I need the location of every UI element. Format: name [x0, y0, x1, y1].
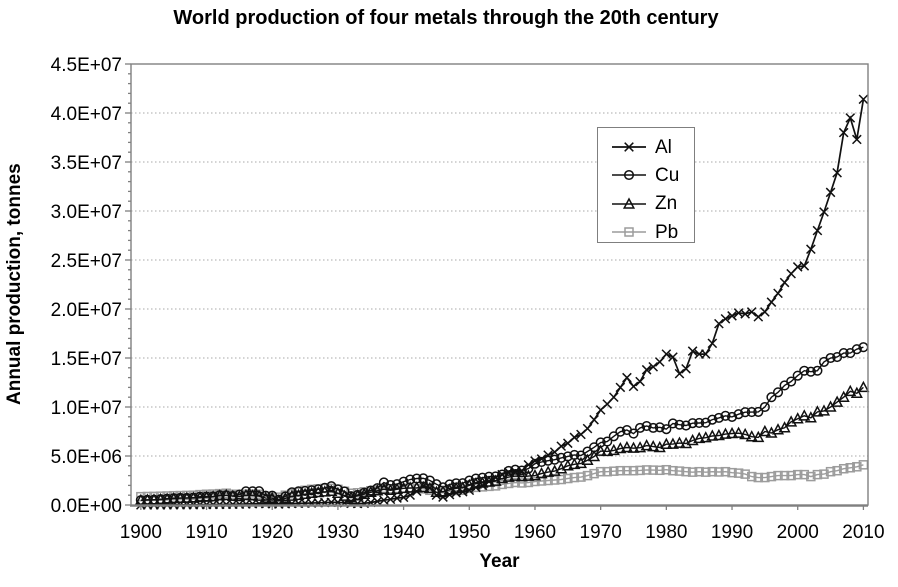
legend-item-zn: Zn: [598, 190, 694, 218]
legend-label: Pb: [655, 221, 679, 243]
legend: Al Cu Zn Pb: [597, 127, 695, 243]
gridlines: [131, 112, 868, 457]
svg-text:1950: 1950: [448, 522, 490, 543]
svg-text:2.0E+07: 2.0E+07: [51, 300, 122, 321]
zn-marker-sample: [612, 197, 646, 209]
legend-item-pb: Pb: [598, 218, 694, 246]
svg-text:2000: 2000: [777, 522, 819, 543]
svg-text:2010: 2010: [842, 522, 884, 543]
svg-text:0.0E+00: 0.0E+00: [51, 496, 122, 517]
cu-marker-sample: [612, 170, 646, 181]
al-marker-sample: [612, 142, 646, 152]
svg-text:5.0E+06: 5.0E+06: [51, 447, 122, 468]
svg-text:1.0E+07: 1.0E+07: [51, 398, 122, 419]
chart-title: World production of four metals through …: [173, 7, 719, 29]
x-axis-title: Year: [479, 551, 520, 572]
axes: [125, 63, 869, 510]
svg-text:1990: 1990: [711, 522, 753, 543]
legend-item-al: Al: [598, 133, 694, 161]
y-tick-labels: 0.0E+00 5.0E+06 1.0E+07 1.5E+07 2.0E+07 2.5E+…: [51, 55, 122, 517]
svg-text:1930: 1930: [317, 522, 359, 543]
svg-text:4.0E+07: 4.0E+07: [51, 104, 122, 125]
x-tick-labels: 1900 1910 1920 1930 1940 1950 1960 1970 1980 1990…: [120, 522, 885, 543]
pb-marker-sample: [612, 227, 646, 237]
svg-text:1900: 1900: [120, 522, 162, 543]
legend-label: Cu: [655, 164, 680, 186]
legend-label: Zn: [655, 193, 678, 215]
svg-text:3.0E+07: 3.0E+07: [51, 202, 122, 223]
svg-text:1940: 1940: [382, 522, 424, 543]
svg-text:1.5E+07: 1.5E+07: [51, 349, 122, 370]
legend-label: Al: [655, 136, 672, 158]
svg-text:3.5E+07: 3.5E+07: [51, 153, 122, 174]
svg-text:1970: 1970: [580, 522, 622, 543]
svg-text:1980: 1980: [645, 522, 687, 543]
svg-text:1920: 1920: [251, 522, 293, 543]
series-al: [136, 94, 869, 510]
svg-text:4.5E+07: 4.5E+07: [51, 55, 122, 76]
svg-text:2.5E+07: 2.5E+07: [51, 251, 122, 272]
svg-text:1910: 1910: [185, 522, 227, 543]
svg-text:1960: 1960: [514, 522, 556, 543]
legend-item-cu: Cu: [598, 161, 694, 189]
